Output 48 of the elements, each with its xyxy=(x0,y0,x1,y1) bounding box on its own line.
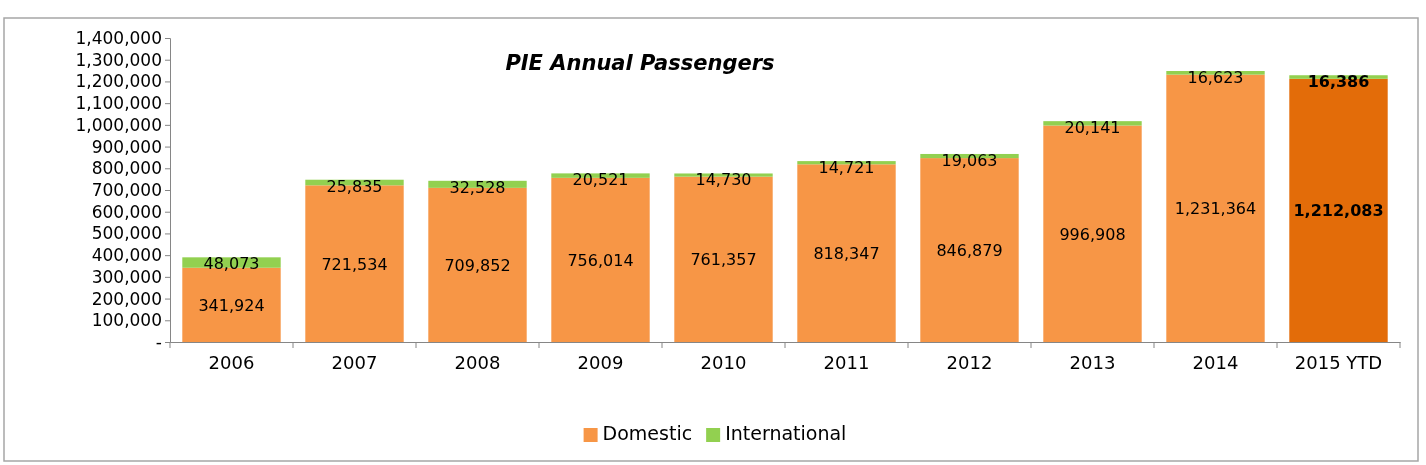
y-tick-label: 100,000 xyxy=(91,310,162,331)
y-tick-label: 400,000 xyxy=(91,245,162,266)
x-tick-label: 2009 xyxy=(577,351,624,373)
data-label: 709,852 xyxy=(444,255,511,275)
x-tick-label: 2014 xyxy=(1192,351,1239,373)
y-tick-label: 500,000 xyxy=(91,223,162,244)
x-tick-label: 2013 xyxy=(1069,351,1116,373)
data-label: 1,231,364 xyxy=(1174,199,1257,219)
data-label: 19,063 xyxy=(941,150,998,170)
y-tick-label: 800,000 xyxy=(91,158,162,179)
data-label: 1,212,083 xyxy=(1293,201,1384,221)
data-label: 846,879 xyxy=(936,241,1003,261)
x-tick-label: 2012 xyxy=(946,351,993,373)
y-tick-label: 700,000 xyxy=(91,179,162,200)
x-tick-label: 2007 xyxy=(331,351,378,373)
x-tick-label: 2008 xyxy=(454,351,501,373)
y-tick-label: 1,400,000 xyxy=(75,27,162,48)
data-label: 996,908 xyxy=(1059,224,1126,244)
data-label: 16,623 xyxy=(1187,68,1244,88)
data-label: 721,534 xyxy=(321,254,388,274)
y-tick-label: 900,000 xyxy=(91,136,162,157)
y-tick-label: 600,000 xyxy=(91,201,162,222)
text: PIE Annual Passengers xyxy=(505,51,775,75)
data-label: 20,521 xyxy=(572,170,629,190)
y-tick-label: 1,000,000 xyxy=(75,114,162,135)
y-tick-label: 1,100,000 xyxy=(75,93,162,114)
data-label: 32,528 xyxy=(449,177,506,197)
x-tick-label: 2010 xyxy=(700,351,747,373)
y-tick-label: 200,000 xyxy=(91,288,162,309)
data-label: 14,730 xyxy=(695,170,752,190)
data-label: 14,721 xyxy=(818,158,875,178)
y-tick-label: - xyxy=(155,331,162,352)
data-label: 25,835 xyxy=(326,176,383,196)
data-label: 818,347 xyxy=(813,244,880,264)
x-tick-label: 2011 xyxy=(823,351,870,373)
data-label: 761,357 xyxy=(690,250,757,270)
y-tick-label: 1,200,000 xyxy=(75,71,162,92)
x-tick-label: 2006 xyxy=(208,351,255,373)
x-tick-label: 2015 YTD xyxy=(1294,351,1383,373)
y-tick-label: 300,000 xyxy=(91,266,162,287)
legend-label: International xyxy=(725,422,847,444)
data-label: 48,073 xyxy=(203,254,260,274)
data-label: 341,924 xyxy=(198,295,265,315)
data-label: 20,141 xyxy=(1064,118,1121,138)
data-label: 756,014 xyxy=(567,250,634,270)
legend-label: Domestic xyxy=(602,422,693,444)
y-tick-label: 1,300,000 xyxy=(75,49,162,70)
data-label: 16,386 xyxy=(1307,72,1370,92)
